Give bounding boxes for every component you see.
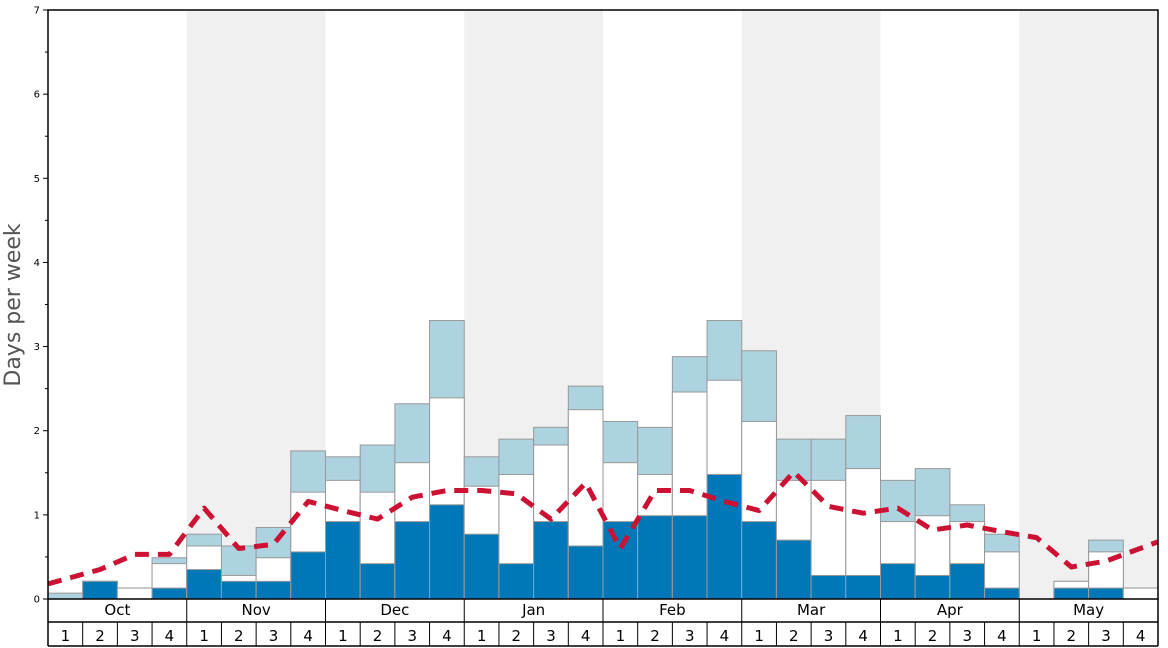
month-label: Feb xyxy=(659,601,686,619)
bar-series-0 xyxy=(394,521,431,600)
week-label: 4 xyxy=(858,627,868,645)
month-label: Mar xyxy=(797,601,826,619)
month-label: Oct xyxy=(104,601,130,619)
week-label: 3 xyxy=(1101,627,1111,645)
bar-series-2 xyxy=(47,592,84,600)
bar-series-0 xyxy=(845,574,881,600)
week-label: 1 xyxy=(754,627,764,645)
week-label: 4 xyxy=(303,627,313,645)
bar-series-0 xyxy=(775,539,812,600)
week-label: 1 xyxy=(61,627,71,645)
week-label: 4 xyxy=(997,627,1007,645)
bar-series-0 xyxy=(1088,587,1124,600)
bar-series-0 xyxy=(533,521,569,600)
y-tick-label: 1 xyxy=(34,510,40,521)
bar-series xyxy=(47,319,1159,600)
bar-series-0 xyxy=(498,563,535,600)
week-label: 4 xyxy=(442,627,452,645)
y-tick-label: 3 xyxy=(34,342,40,353)
bar-series-0 xyxy=(810,574,847,600)
bar-series-0 xyxy=(429,504,465,600)
week-label: 3 xyxy=(546,627,556,645)
bar-series-0 xyxy=(82,580,118,600)
week-label: 1 xyxy=(477,627,487,645)
week-label: 4 xyxy=(1136,627,1146,645)
bar-series-0 xyxy=(151,587,188,600)
y-tick-label: 6 xyxy=(34,90,40,101)
week-label: 4 xyxy=(720,627,730,645)
bar-series-0 xyxy=(637,515,673,600)
week-label: 1 xyxy=(1032,627,1042,645)
week-label: 2 xyxy=(1067,627,1077,645)
bar-series-1 xyxy=(1122,587,1159,600)
week-label: 1 xyxy=(338,627,348,645)
y-tick-label: 5 xyxy=(34,174,40,185)
month-label: Nov xyxy=(241,601,270,619)
week-label: 2 xyxy=(928,627,938,645)
week-label: 1 xyxy=(199,627,209,645)
month-shade-bands xyxy=(186,10,1158,599)
y-tick-label: 7 xyxy=(34,6,40,17)
bar-series-0 xyxy=(359,563,396,600)
bar-series-0 xyxy=(463,533,500,600)
month-label: Dec xyxy=(380,601,409,619)
bar-series-0 xyxy=(290,551,326,600)
week-label: 3 xyxy=(130,627,140,645)
y-tick-label: 0 xyxy=(34,595,40,606)
bar-series-0 xyxy=(567,545,604,600)
week-label: 1 xyxy=(893,627,903,645)
week-label: 3 xyxy=(269,627,279,645)
bar-series-0 xyxy=(914,574,951,600)
week-label: 2 xyxy=(512,627,522,645)
bar-series-0 xyxy=(671,515,708,600)
week-label: 2 xyxy=(234,627,244,645)
week-label: 3 xyxy=(685,627,695,645)
week-label: 4 xyxy=(581,627,591,645)
y-tick-label: 2 xyxy=(34,426,40,437)
y-tick-label: 4 xyxy=(34,258,40,269)
bar-series-0 xyxy=(984,587,1020,600)
bar-series-0 xyxy=(741,521,777,600)
bar-series-0 xyxy=(880,563,916,600)
bar-series-0 xyxy=(255,580,292,600)
week-label: 1 xyxy=(616,627,626,645)
bar-series-0 xyxy=(602,521,639,600)
week-label: 3 xyxy=(824,627,834,645)
month-label: Jan xyxy=(521,601,545,619)
bar-series-0 xyxy=(949,563,986,600)
week-label: 3 xyxy=(962,627,972,645)
week-label: 2 xyxy=(650,627,660,645)
week-label: 2 xyxy=(95,627,105,645)
week-label: 3 xyxy=(407,627,417,645)
week-label: 4 xyxy=(165,627,175,645)
month-label: May xyxy=(1073,601,1104,619)
month-shade-may xyxy=(1019,10,1158,599)
bar-series-0 xyxy=(220,580,257,600)
bar-series-0 xyxy=(325,521,361,600)
week-label: 2 xyxy=(373,627,383,645)
bar-series-0 xyxy=(706,473,743,600)
bar-series-1 xyxy=(116,587,153,600)
y-axis-label: Days per week xyxy=(1,223,26,386)
bar-series-0 xyxy=(1053,587,1090,600)
line-series-3 xyxy=(47,469,1159,587)
bar-series-0 xyxy=(186,569,222,600)
line-series xyxy=(47,469,1159,587)
month-label: Apr xyxy=(937,601,964,619)
axes: 0 1 2 3 4 5 6 7 Oct 1 2 3 4 Nov 1 2 3 4 Dec 1 2 3 4 Jan 1 2 3 4 Feb 1… xyxy=(34,6,1159,647)
week-label: 2 xyxy=(789,627,799,645)
